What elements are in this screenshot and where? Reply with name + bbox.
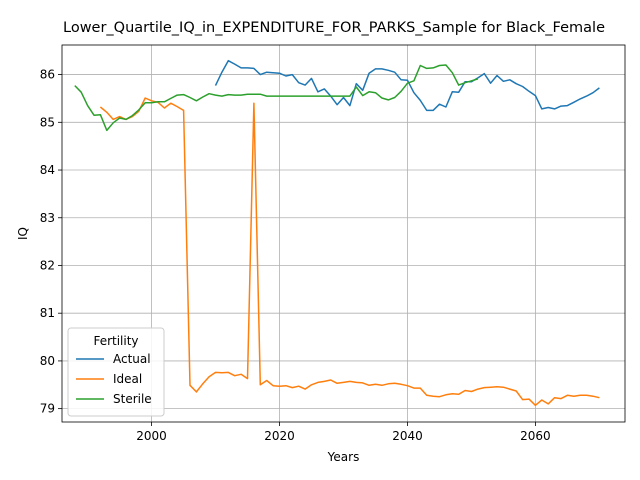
y-tick-label: 85	[40, 115, 55, 129]
legend: Fertility Actual Ideal Sterile	[67, 327, 165, 417]
plot-frame	[61, 44, 626, 423]
x-axis-label: Years	[327, 450, 360, 464]
x-tick-label: 2020	[264, 429, 295, 443]
legend-title: Fertility	[93, 334, 138, 348]
x-tick-label: 2040	[392, 429, 423, 443]
y-axis-ticks: 79 80 81 82 83 84 85 86	[40, 68, 62, 416]
legend-label-ideal: Ideal	[113, 372, 142, 386]
series-line-actual	[214, 59, 600, 112]
x-tick-label: 2060	[520, 429, 551, 443]
legend-label-actual: Actual	[113, 352, 151, 366]
series-line-ideal	[99, 97, 600, 407]
x-tick-label: 2000	[136, 429, 167, 443]
y-tick-label: 81	[40, 306, 55, 320]
x-axis-ticks: 2000 2020 2040 2060	[136, 422, 551, 443]
legend-box	[67, 327, 165, 417]
y-tick-label: 83	[40, 211, 55, 225]
chart-title: Lower_Quartile_IQ_in_EXPENDITURE_FOR_PAR…	[63, 20, 605, 36]
y-tick-label: 86	[40, 68, 55, 82]
series-line-sterile	[74, 64, 479, 132]
y-tick-label: 80	[40, 354, 55, 368]
y-tick-label: 84	[40, 163, 55, 177]
y-axis-label: IQ	[16, 227, 30, 240]
y-tick-label: 82	[40, 258, 55, 272]
legend-label-sterile: Sterile	[113, 392, 152, 406]
y-tick-label: 79	[40, 402, 55, 416]
series-layer	[74, 59, 600, 407]
